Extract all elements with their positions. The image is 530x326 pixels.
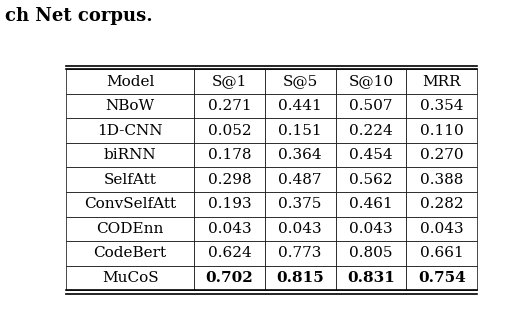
Text: ch Net corpus.: ch Net corpus. [5, 7, 153, 24]
